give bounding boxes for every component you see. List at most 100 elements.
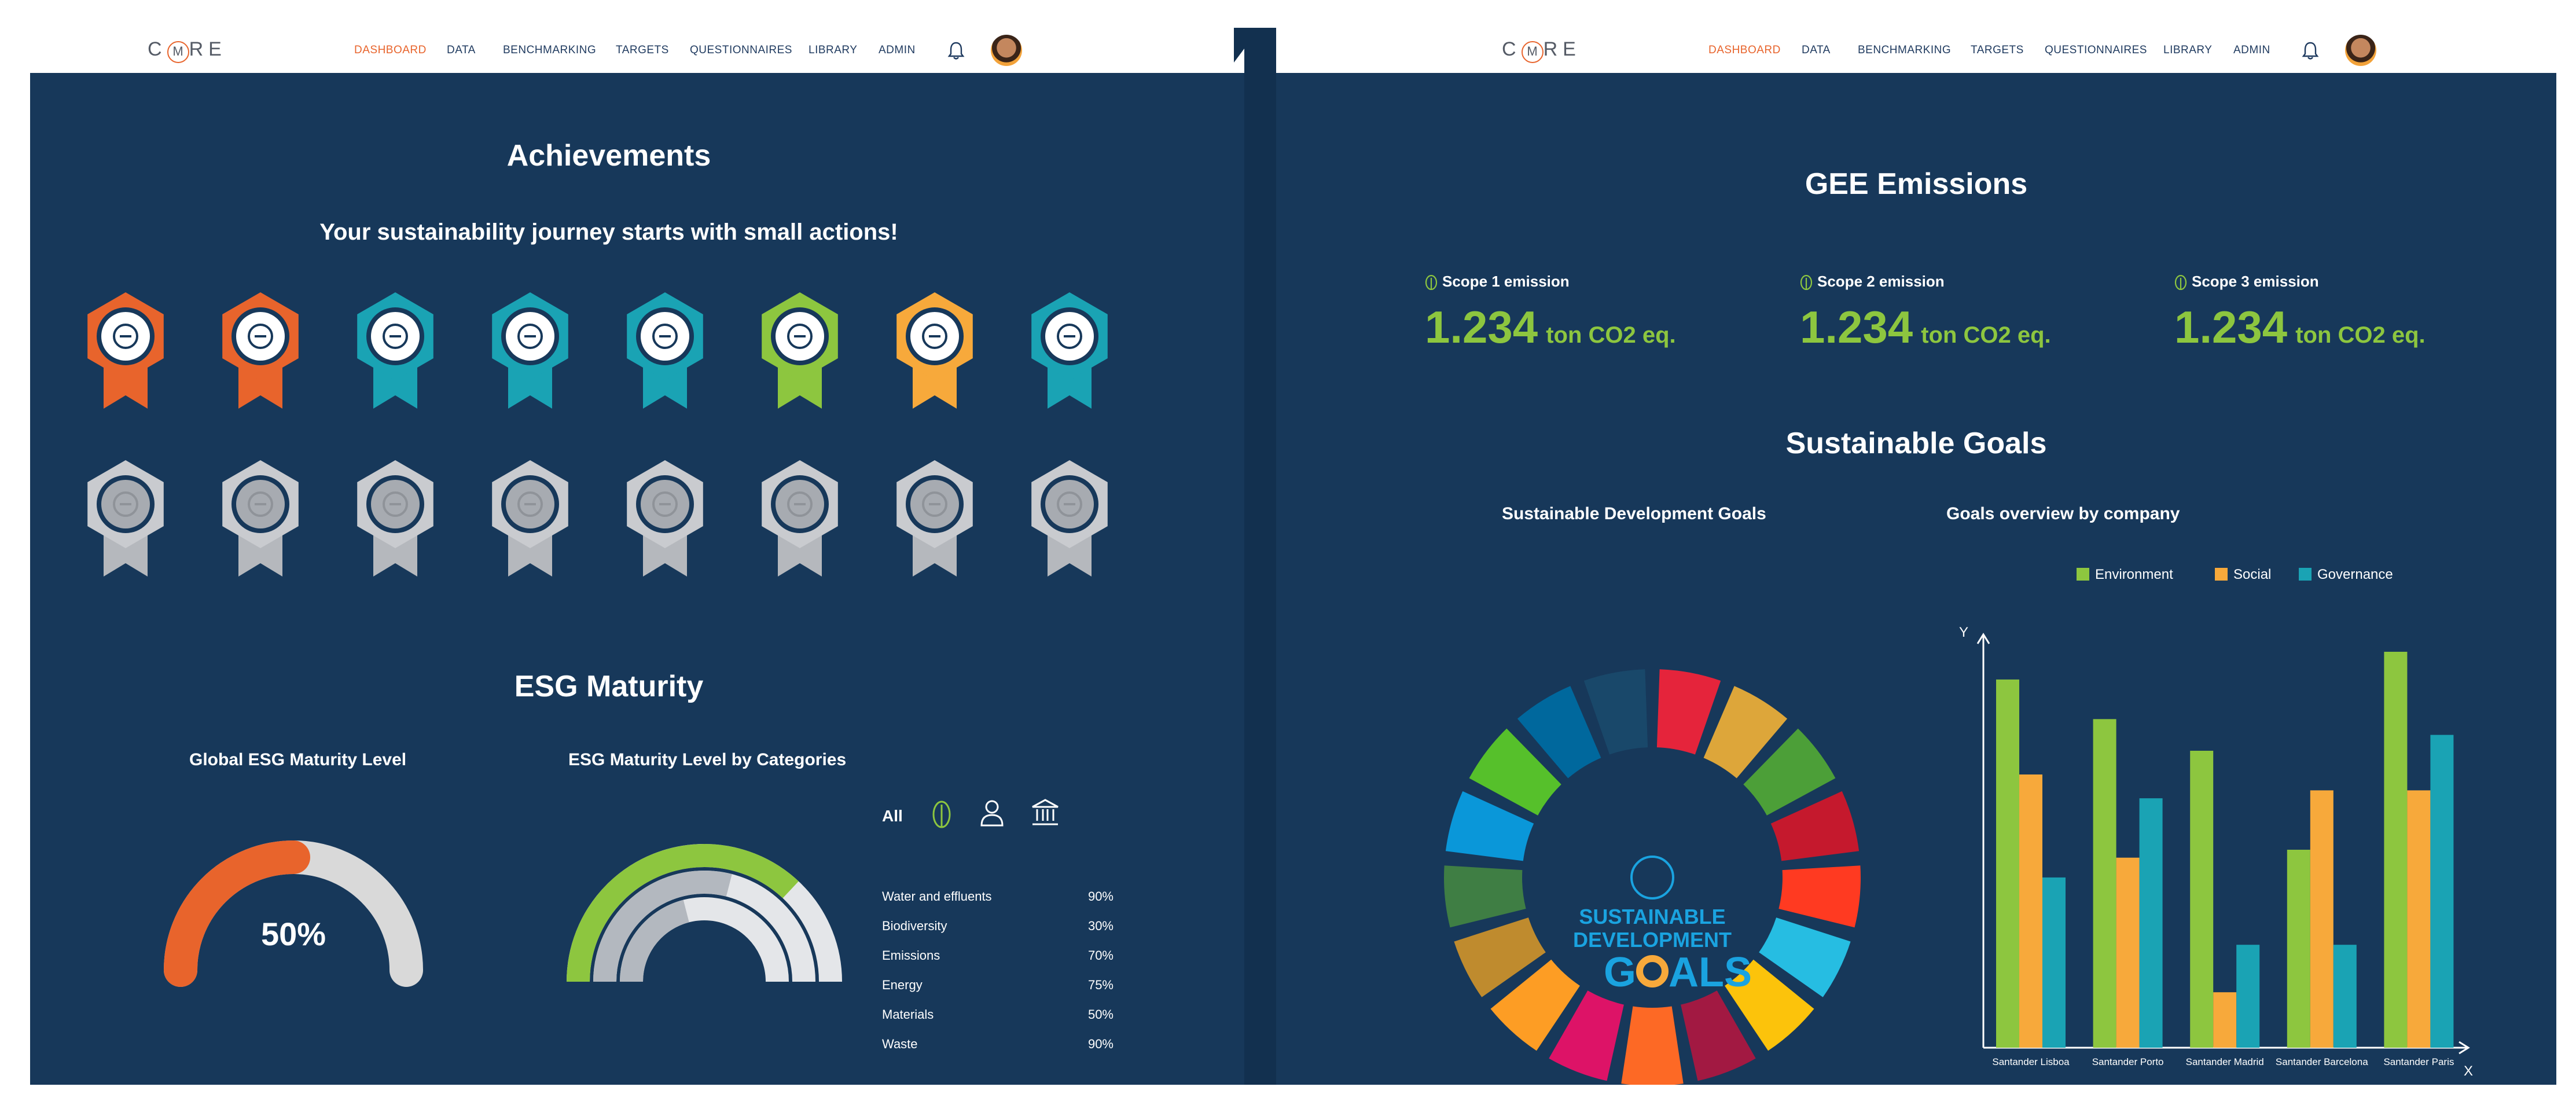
sdg-goal-tile[interactable] xyxy=(1743,728,1836,816)
sdg-goal-tile[interactable] xyxy=(1469,728,1561,816)
bar-environment[interactable] xyxy=(2287,850,2310,1048)
x-tick-label: Santander Lisboa xyxy=(1992,1056,2070,1067)
social-filter-icon[interactable] xyxy=(979,799,1005,828)
sdg-center-line-1: SUSTAINABLE xyxy=(1579,905,1725,928)
achievement-badge-unlocked[interactable] xyxy=(484,290,576,412)
achievement-badge-unlocked[interactable] xyxy=(888,290,981,412)
achievement-badge-unlocked[interactable] xyxy=(754,290,846,412)
sdg-goal-tile[interactable] xyxy=(1490,959,1580,1051)
legend-governance: Governance xyxy=(2299,567,2393,583)
sdg-goal-tile[interactable] xyxy=(1621,1006,1684,1085)
sdg-goal-tile[interactable] xyxy=(1445,791,1534,861)
achievement-badge-unlocked[interactable] xyxy=(619,290,711,412)
sdg-goal-tile[interactable] xyxy=(1681,990,1756,1081)
achievement-badge-unlocked[interactable] xyxy=(1023,290,1116,412)
global-esg-label: Global ESG Maturity Level xyxy=(189,750,407,769)
y-axis-arrow xyxy=(1976,633,1990,644)
achievement-badge-unlocked[interactable] xyxy=(79,290,172,412)
achievement-badge-locked[interactable] xyxy=(79,458,172,579)
bar-social[interactable] xyxy=(2116,857,2140,1048)
bar-social[interactable] xyxy=(2310,790,2334,1048)
nav-dashboard[interactable]: DASHBOARD xyxy=(354,44,427,56)
nav-questionnaires[interactable]: QUESTIONNAIRES xyxy=(2045,44,2147,56)
scope-2-card: Scope 2 emission 1.234 ton CO2 eq. xyxy=(1800,273,2051,354)
user-avatar[interactable] xyxy=(2345,35,2376,66)
sdg-goal-tile[interactable] xyxy=(1517,686,1601,779)
scope-3-card: Scope 3 emission 1.234 ton CO2 eq. xyxy=(2174,273,2426,354)
scope-1-value: 1.234 xyxy=(1425,302,1538,353)
un-emblem-icon xyxy=(1630,856,1674,900)
achievement-badge-unlocked[interactable] xyxy=(214,290,307,412)
sdg-goal-tile[interactable] xyxy=(1725,959,1814,1051)
scope-3-value: 1.234 xyxy=(2174,302,2288,353)
bar-governance[interactable] xyxy=(2139,798,2163,1048)
category-row-materials: Materials 50% xyxy=(882,1007,1114,1022)
achievement-badge-locked[interactable] xyxy=(754,458,846,579)
leaf-icon xyxy=(1800,275,1813,291)
nav-benchmarking[interactable]: BENCHMARKING xyxy=(1858,44,1952,56)
sdg-goal-tile[interactable] xyxy=(1656,669,1721,755)
achievement-badge-locked[interactable] xyxy=(1023,458,1116,579)
nav-data[interactable]: DATA xyxy=(447,44,476,56)
category-value: 50% xyxy=(1087,1007,1114,1022)
nav-data[interactable]: DATA xyxy=(1802,44,1831,56)
sdg-goal-tile[interactable] xyxy=(1549,990,1624,1081)
bar-environment[interactable] xyxy=(1996,679,2019,1048)
achievement-badge-locked[interactable] xyxy=(619,458,711,579)
bar-governance[interactable] xyxy=(2236,945,2260,1048)
sdg-goal-tile[interactable] xyxy=(1454,917,1546,997)
bar-environment[interactable] xyxy=(2384,652,2408,1048)
sdg-goal-tile[interactable] xyxy=(1759,917,1851,997)
nav-targets[interactable]: TARGETS xyxy=(616,44,669,56)
achievement-badge-locked[interactable] xyxy=(214,458,307,579)
esg-categories-label: ESG Maturity Level by Categories xyxy=(568,750,847,769)
nav-admin[interactable]: ADMIN xyxy=(2233,44,2270,56)
achievement-badge-locked[interactable] xyxy=(349,458,442,579)
environment-filter-icon[interactable] xyxy=(930,799,953,830)
bar-social[interactable] xyxy=(2019,774,2042,1048)
legend-swatch xyxy=(2077,568,2089,581)
bar-environment[interactable] xyxy=(2190,751,2214,1048)
category-name: Waste xyxy=(882,1037,918,1051)
x-tick-label: Santander Madrid xyxy=(2186,1056,2264,1067)
bell-icon[interactable] xyxy=(947,41,965,60)
bell-icon[interactable] xyxy=(2302,41,2319,60)
bar-governance[interactable] xyxy=(2333,945,2357,1048)
nav-targets[interactable]: TARGETS xyxy=(1971,44,2024,56)
nav-dashboard[interactable]: DASHBOARD xyxy=(1708,44,1781,56)
dashboard-screen-emissions: C M RE DASHBOARD DATA BENCHMARKING TARGETS… xyxy=(1276,28,2556,1085)
emissions-content: GEE Emissions Scope 1 emission 1.234 ton … xyxy=(1276,73,2556,1085)
sdg-goal-tile[interactable] xyxy=(1778,865,1861,928)
esg-categories-rings xyxy=(567,844,842,982)
sdg-goal-tile[interactable] xyxy=(1444,865,1526,928)
achievement-badge-unlocked[interactable] xyxy=(349,290,442,412)
nav-questionnaires[interactable]: QUESTIONNAIRES xyxy=(690,44,792,56)
bar-social[interactable] xyxy=(2407,790,2431,1048)
cmore-logo[interactable]: C M RE xyxy=(148,38,227,63)
legend-social: Social xyxy=(2215,567,2271,583)
filter-all[interactable]: All xyxy=(882,807,903,825)
sdg-color-wheel-icon xyxy=(1636,955,1669,987)
bar-social[interactable] xyxy=(2213,992,2237,1048)
nav-admin[interactable]: ADMIN xyxy=(879,44,916,56)
category-row-waste: Waste 90% xyxy=(882,1037,1114,1052)
category-name: Materials xyxy=(882,1007,934,1022)
sdg-goal-tile[interactable] xyxy=(1770,791,1860,861)
goals-bar-chart: Y X Santander Lisboa Santander Porto Santa… xyxy=(1959,625,2473,1079)
bar-governance[interactable] xyxy=(2042,877,2066,1048)
nav-library[interactable]: LIBRARY xyxy=(2163,44,2213,56)
scope-3-unit: ton CO2 eq. xyxy=(2295,322,2426,348)
nav-library[interactable]: LIBRARY xyxy=(809,44,858,56)
sdg-goal-tile[interactable] xyxy=(1583,669,1648,755)
user-avatar[interactable] xyxy=(991,35,1022,66)
goals-overview-label: Goals overview by company xyxy=(1946,504,2180,523)
cmore-logo[interactable]: C M RE xyxy=(1502,38,1581,63)
bar-governance[interactable] xyxy=(2430,735,2454,1048)
achievement-badge-locked[interactable] xyxy=(484,458,576,579)
bar-environment[interactable] xyxy=(2093,719,2116,1048)
ring-fill-social xyxy=(593,870,732,982)
achievement-badge-locked[interactable] xyxy=(888,458,981,579)
nav-benchmarking[interactable]: BENCHMARKING xyxy=(503,44,597,56)
sdg-goal-tile[interactable] xyxy=(1703,686,1788,779)
governance-filter-icon[interactable] xyxy=(1030,798,1060,828)
